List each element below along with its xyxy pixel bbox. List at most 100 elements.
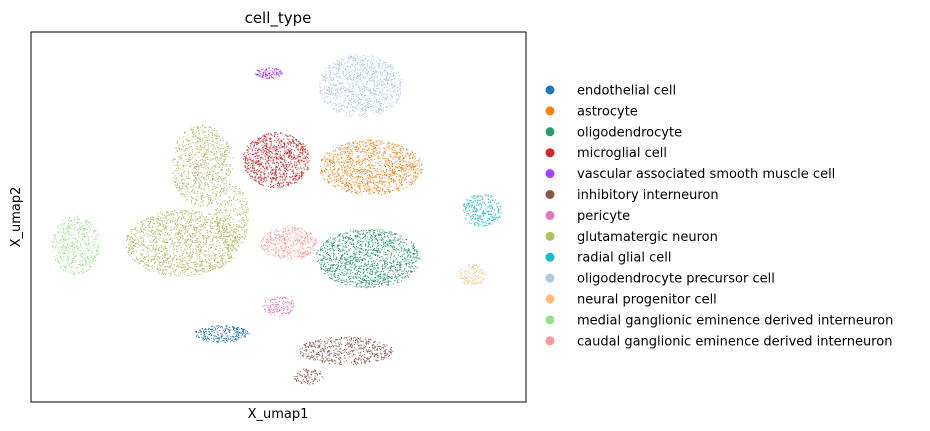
- scatter-point: [226, 226, 228, 228]
- scatter-point: [319, 254, 321, 256]
- scatter-point: [339, 238, 341, 240]
- scatter-point: [327, 347, 329, 349]
- scatter-point: [332, 184, 334, 186]
- scatter-point: [377, 240, 378, 242]
- scatter-point: [253, 179, 255, 181]
- scatter-point: [275, 173, 277, 175]
- scatter-point: [366, 269, 368, 271]
- scatter-point: [399, 159, 401, 161]
- scatter-point: [407, 153, 409, 155]
- scatter-point: [368, 341, 370, 342]
- scatter-point: [365, 282, 367, 283]
- scatter-point: [401, 168, 403, 170]
- scatter-point: [368, 256, 370, 258]
- scatter-point: [145, 256, 147, 258]
- scatter-point: [381, 256, 383, 258]
- scatter-point: [384, 242, 386, 244]
- scatter-point: [250, 159, 252, 161]
- scatter-point: [399, 262, 401, 264]
- scatter-point: [205, 223, 207, 225]
- scatter-point: [357, 183, 359, 185]
- scatter-point: [401, 264, 403, 265]
- scatter-point: [388, 148, 390, 150]
- scatter-point: [372, 279, 374, 281]
- scatter-point: [247, 165, 249, 166]
- scatter-point: [329, 254, 330, 256]
- scatter-point: [344, 349, 345, 350]
- scatter-point: [340, 181, 342, 182]
- scatter-point: [225, 261, 227, 263]
- scatter-point: [196, 265, 198, 267]
- scatter-point: [286, 166, 288, 168]
- scatter-point: [398, 251, 400, 253]
- scatter-point: [258, 180, 260, 182]
- scatter-point: [278, 145, 279, 146]
- scatter-point: [370, 338, 372, 340]
- scatter-point: [377, 186, 379, 188]
- scatter-point: [351, 256, 353, 258]
- scatter-point: [327, 164, 329, 166]
- scatter-point: [205, 338, 207, 340]
- scatter-point: [343, 175, 344, 177]
- scatter-point: [376, 354, 378, 356]
- scatter-point: [298, 162, 300, 164]
- scatter-point: [359, 230, 361, 232]
- scatter-point: [231, 243, 233, 245]
- scatter-point: [327, 351, 328, 353]
- scatter-point: [304, 381, 306, 383]
- scatter-point: [318, 341, 320, 343]
- scatter-point: [377, 140, 379, 141]
- scatter-point: [156, 222, 158, 224]
- scatter-point: [221, 266, 223, 268]
- scatter-point: [334, 179, 336, 181]
- scatter-point: [385, 260, 387, 262]
- scatter-point: [342, 274, 344, 276]
- scatter-point: [357, 156, 358, 158]
- scatter-point: [373, 232, 375, 233]
- series-points: [320, 139, 423, 196]
- scatter-point: [275, 154, 277, 156]
- scatter-point: [256, 153, 258, 155]
- scatter-point: [221, 336, 223, 338]
- scatter-point: [333, 360, 335, 362]
- scatter-point: [348, 277, 349, 278]
- scatter-point: [394, 148, 396, 149]
- scatter-point: [343, 361, 345, 363]
- scatter-point: [287, 302, 289, 304]
- scatter-point: [368, 361, 370, 363]
- scatter-point: [356, 176, 357, 178]
- scatter-point: [267, 166, 268, 168]
- scatter-point: [389, 240, 390, 242]
- scatter-point: [398, 190, 400, 192]
- scatter-point: [378, 279, 380, 281]
- scatter-point: [304, 151, 306, 153]
- scatter-point: [272, 186, 274, 188]
- scatter-point: [311, 379, 313, 381]
- scatter-point: [354, 286, 356, 288]
- scatter-point: [382, 247, 384, 249]
- scatter-point: [200, 331, 202, 333]
- scatter-point: [330, 170, 332, 172]
- scatter-point: [401, 184, 402, 186]
- scatter-point: [395, 157, 397, 158]
- scatter-point: [396, 176, 397, 178]
- scatter-point: [284, 167, 286, 169]
- scatter-point: [399, 266, 401, 268]
- scatter-point: [376, 174, 378, 176]
- scatter-point: [362, 258, 363, 260]
- scatter-point: [291, 299, 293, 301]
- scatter-point: [245, 163, 247, 165]
- scatter-point: [303, 148, 305, 150]
- scatter-point: [306, 357, 308, 359]
- scatter-point: [350, 149, 352, 151]
- scatter-point: [272, 178, 274, 180]
- scatter-point: [265, 150, 267, 152]
- scatter-point: [270, 145, 272, 147]
- scatter-point: [273, 304, 275, 306]
- scatter-point: [416, 176, 418, 178]
- scatter-point: [368, 241, 370, 243]
- scatter-point: [353, 167, 354, 169]
- scatter-point: [407, 252, 409, 254]
- scatter-point: [225, 262, 226, 264]
- series-points: [316, 228, 421, 289]
